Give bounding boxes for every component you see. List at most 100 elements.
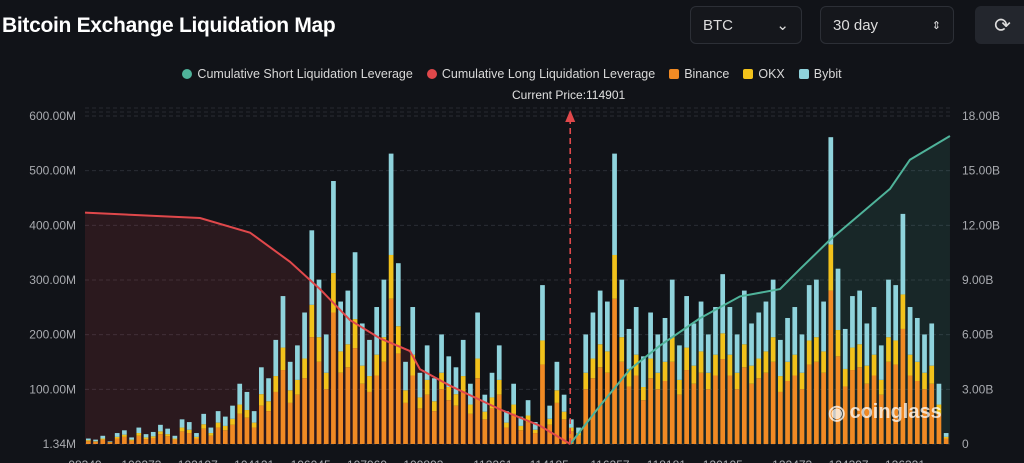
y-left-tick-label: 400.00M <box>29 218 76 232</box>
bar-okx <box>835 330 841 357</box>
bar-okx <box>194 436 199 439</box>
bar-okx <box>814 337 819 362</box>
legend-item-okx[interactable]: OKX <box>743 67 785 81</box>
bar-binance <box>893 364 899 444</box>
bar-binance <box>280 370 286 444</box>
bar-binance <box>619 361 625 444</box>
bar-binance <box>511 413 516 444</box>
legend-item-short[interactable]: Cumulative Short Liquidation Leverage <box>182 67 413 81</box>
bar-binance <box>432 411 437 444</box>
bar-binance <box>208 435 214 444</box>
bar-binance <box>633 375 639 444</box>
bar-binance <box>778 391 783 444</box>
bar-binance <box>453 405 459 444</box>
bar-binance <box>266 411 271 444</box>
bar-bybit <box>626 328 632 369</box>
bar-bybit <box>86 438 91 441</box>
bar-okx <box>186 429 192 434</box>
bar-binance <box>287 402 293 444</box>
x-tick-label: 104121 <box>234 458 274 463</box>
bar-okx <box>619 337 625 362</box>
bar-binance <box>403 402 408 444</box>
bar-binance <box>561 419 567 444</box>
bar-bybit <box>684 296 689 348</box>
bar-bybit <box>727 307 733 355</box>
bar-binance <box>785 380 790 444</box>
refresh-button[interactable]: ⟳ <box>975 6 1024 44</box>
current-price-arrow-icon <box>565 110 576 122</box>
bar-okx <box>165 434 170 437</box>
bar-okx <box>763 351 769 373</box>
bar-binance <box>309 337 315 444</box>
bar-binance <box>165 436 170 444</box>
bar-okx <box>222 425 228 431</box>
legend-item-binance[interactable]: Binance <box>669 67 729 81</box>
bar-bybit <box>806 285 812 341</box>
bar-bybit <box>453 367 459 395</box>
bar-binance <box>114 438 120 444</box>
bar-binance <box>792 375 798 444</box>
coin-select[interactable]: BTC ⌄ <box>690 6 802 44</box>
legend-item-bybit[interactable]: Bybit <box>798 67 842 81</box>
bar-bybit <box>93 439 98 442</box>
bar-okx <box>641 387 646 401</box>
bar-bybit <box>576 427 581 434</box>
bar-binance <box>698 372 704 444</box>
bar-okx <box>129 439 134 441</box>
bar-bybit <box>244 391 250 411</box>
bar-bybit <box>410 307 416 355</box>
bar-binance <box>835 356 841 444</box>
period-select[interactable]: 30 day ⇕ <box>820 6 954 44</box>
bar-bybit <box>893 285 899 341</box>
bar-binance <box>446 400 452 444</box>
bar-okx <box>511 404 516 414</box>
bar-bybit <box>929 323 935 366</box>
period-select-value: 30 day <box>833 16 879 34</box>
bar-binance <box>705 389 711 444</box>
bar-bybit <box>835 268 841 331</box>
bar-binance <box>886 361 891 444</box>
bar-okx <box>446 387 452 401</box>
bar-bybit <box>705 334 711 373</box>
x-tick-label: 118181 <box>647 458 686 463</box>
bar-binance <box>756 378 762 444</box>
bar-bybit <box>338 301 343 352</box>
bar-bybit <box>432 378 437 402</box>
bar-bybit <box>641 356 646 388</box>
legend-label: OKX <box>758 67 785 81</box>
bar-binance <box>691 383 697 444</box>
bar-binance <box>93 441 98 444</box>
x-tick-label: 109893 <box>403 458 443 463</box>
bar-bybit <box>828 137 834 245</box>
bar-bybit <box>914 317 920 362</box>
bar-okx <box>684 347 689 371</box>
x-tick-label: 106045 <box>291 458 331 463</box>
bar-bybit <box>179 419 185 428</box>
bar-okx <box>914 361 920 381</box>
bar-binance <box>468 413 473 444</box>
bar-bybit <box>194 433 199 437</box>
legend-swatch <box>798 69 809 79</box>
legend-item-long[interactable]: Cumulative Long Liquidation Leverage <box>426 67 655 81</box>
bar-okx <box>345 344 351 368</box>
bar-okx <box>561 411 567 420</box>
bar-binance <box>727 375 733 444</box>
bar-binance <box>251 427 257 444</box>
bar-bybit <box>749 323 754 366</box>
bar-okx <box>778 376 783 392</box>
bar-bybit <box>691 323 697 366</box>
bar-bybit <box>778 339 783 377</box>
x-tick-label: 116257 <box>590 458 629 463</box>
bar-bybit <box>554 361 560 391</box>
bar-bybit <box>720 274 726 334</box>
bar-bybit <box>741 290 747 345</box>
bar-okx <box>208 433 214 436</box>
bar-bybit <box>114 433 120 437</box>
bar-binance <box>518 430 524 444</box>
bar-okx <box>86 440 91 442</box>
bar-binance <box>720 359 726 444</box>
legend-swatch <box>182 69 193 79</box>
bar-binance <box>612 298 617 444</box>
bar-binance <box>331 312 336 444</box>
bar-binance <box>763 372 769 444</box>
